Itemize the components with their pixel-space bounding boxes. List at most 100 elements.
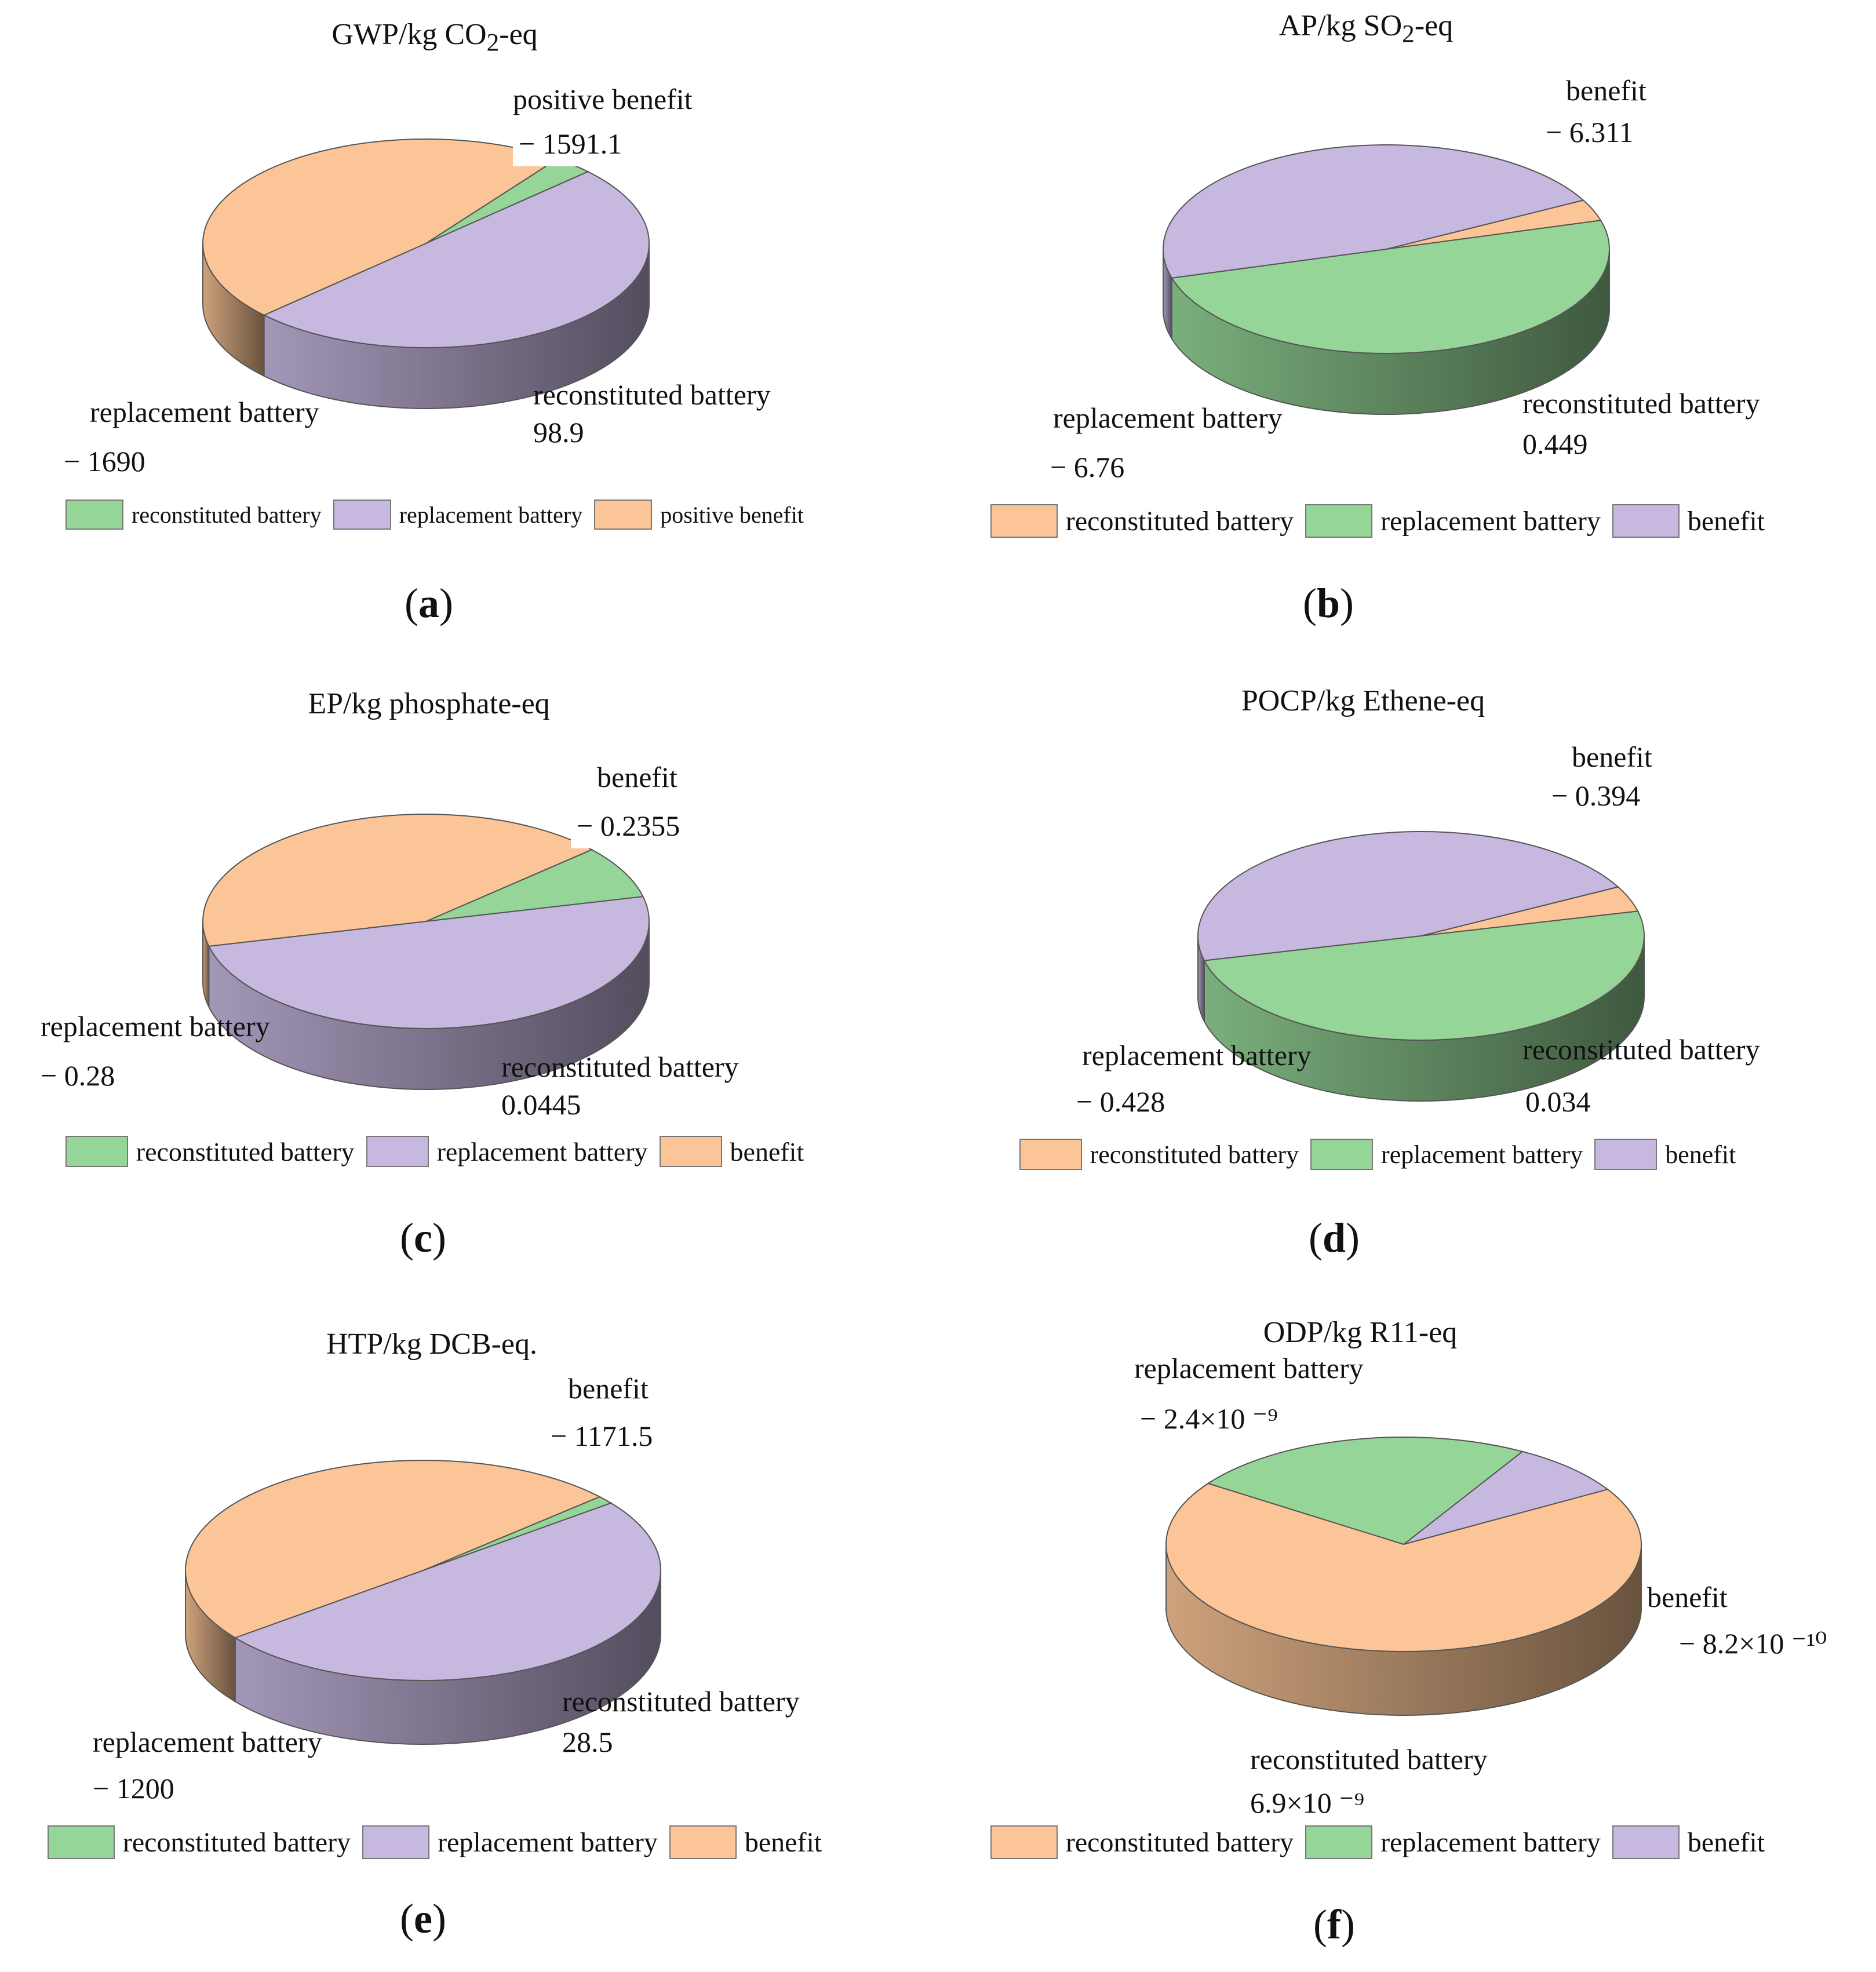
legend-item: reconstituted battery: [65, 500, 322, 530]
slice-value-replacement: − 6.76: [1050, 451, 1125, 483]
slice-label-reconstituted: reconstituted battery: [1522, 387, 1760, 420]
slice-value-replacement: − 0.428: [1076, 1085, 1165, 1118]
legend-item: replacement battery: [362, 1825, 658, 1859]
legend-swatch: [1019, 1139, 1082, 1170]
legend-label: benefit: [730, 1136, 804, 1167]
legend-item: benefit: [1594, 1139, 1736, 1170]
pie-slice: [202, 814, 593, 947]
legend-label: replacement battery: [1380, 505, 1601, 537]
pie-chart-e: [184, 1460, 661, 1745]
pie-chart-b: [1163, 144, 1610, 415]
legend-item: replacement battery: [366, 1136, 648, 1167]
slice-value-reconstituted: 28.5: [562, 1726, 613, 1758]
legend-item: replacement battery: [1305, 504, 1601, 538]
panel-letter: (c): [400, 1215, 446, 1261]
legend-item: benefit: [1612, 504, 1765, 538]
legend-swatch: [594, 500, 653, 530]
slice-value-replacement: − 0.28: [41, 1059, 115, 1092]
legend-swatch: [990, 1825, 1058, 1859]
slice-value-replacement: − 1200: [93, 1772, 174, 1805]
legend-swatch: [1310, 1139, 1374, 1170]
slice-value-replacement: − 2.4×10 ⁻⁹: [1134, 1402, 1284, 1441]
legend-label: replacement battery: [438, 1827, 658, 1858]
pie-slice: [1171, 220, 1610, 354]
slice-value-reconstituted: 0.0445: [501, 1088, 581, 1121]
legend-swatch: [990, 504, 1058, 538]
legend-label: benefit: [1687, 1827, 1765, 1858]
slice-value-benefit: − 0.394: [1546, 779, 1646, 818]
legend-swatch: [65, 500, 124, 530]
legend-item: reconstituted battery: [990, 1825, 1294, 1859]
slice-value-replacement: − 1690: [64, 445, 145, 477]
chart-panel-e: HTP/kg DCB-eq. benefit − 1171.5 replacem…: [0, 1315, 933, 1970]
legend-item: reconstituted battery: [990, 504, 1294, 538]
legend-swatch: [47, 1825, 115, 1859]
legend-label: reconstituted battery: [1090, 1140, 1299, 1169]
legend-swatch: [362, 1825, 430, 1859]
legend-item: benefit: [1612, 1825, 1765, 1859]
chart-title: ODP/kg R11-eq: [1263, 1316, 1458, 1349]
legend-label: reconstituted battery: [132, 501, 322, 528]
legend-swatch: [1612, 504, 1680, 538]
legend-swatch: [1612, 1825, 1680, 1859]
slice-label-replacement: replacement battery: [1053, 402, 1283, 434]
slice-label-reconstituted: reconstituted battery: [1522, 1033, 1760, 1066]
legend-label: reconstituted battery: [1065, 1827, 1294, 1858]
pie-slice: [234, 1502, 661, 1681]
legend-item: replacement battery: [333, 500, 582, 530]
legend-item: benefit: [659, 1136, 804, 1167]
slice-label-replacement: replacement battery: [90, 396, 319, 428]
panel-letter: (e): [400, 1896, 446, 1942]
legend: reconstituted battery replacement batter…: [943, 504, 1812, 538]
slice-value-benefit: − 8.2×10 ⁻¹⁰: [1679, 1627, 1827, 1660]
legend-item: positive benefit: [594, 500, 804, 530]
pie-slice: [1203, 910, 1645, 1041]
legend: reconstituted battery replacement batter…: [0, 1136, 869, 1167]
slice-label-benefit: benefit: [597, 761, 677, 793]
pie-slice: [1197, 831, 1620, 961]
pie-slice: [1207, 1436, 1524, 1545]
panel-letter: (a): [405, 580, 453, 626]
slice-label-benefit: benefit: [568, 1372, 649, 1405]
legend-item: benefit: [669, 1825, 822, 1859]
pie-slice: [1165, 1482, 1642, 1652]
pie-slice: [1403, 1450, 1609, 1545]
legend-label: benefit: [744, 1827, 822, 1858]
legend-swatch: [659, 1136, 722, 1167]
pie-chart-d: [1197, 831, 1645, 1102]
legend-swatch: [669, 1825, 737, 1859]
chart-title: POCP/kg Ethene-eq: [1241, 684, 1485, 717]
legend-item: replacement battery: [1305, 1825, 1601, 1859]
legend: reconstituted battery replacement batter…: [0, 1825, 869, 1859]
legend-label: benefit: [1665, 1140, 1736, 1169]
slice-label-reconstituted: reconstituted battery: [562, 1685, 800, 1718]
chart-title: GWP/kg CO2-eq: [332, 18, 538, 57]
chart-panel-c: EP/kg phosphate-eq benefit − 0.2355 repl…: [0, 658, 933, 1313]
pie-slice: [425, 849, 644, 922]
chart-title: HTP/kg DCB-eq.: [326, 1328, 537, 1361]
legend: reconstituted battery replacement batter…: [943, 1139, 1812, 1170]
panel-letter: (f): [1313, 1901, 1355, 1948]
legend-swatch: [1594, 1139, 1658, 1170]
pie-slice: [202, 138, 559, 316]
slice-value-reconstituted: 98.9: [533, 416, 584, 449]
legend-item: reconstituted battery: [47, 1825, 351, 1859]
slice-label-replacement: replacement battery: [1082, 1039, 1312, 1071]
legend-label: reconstituted battery: [136, 1136, 355, 1167]
pie-chart-c: [202, 814, 650, 1090]
legend-swatch: [1305, 504, 1373, 538]
slice-label-replacement: replacement battery: [1134, 1352, 1364, 1384]
panel-letter: (d): [1308, 1215, 1360, 1261]
slice-value-benefit: − 1171.5: [545, 1420, 659, 1459]
slice-label-reconstituted: reconstituted battery: [1250, 1743, 1488, 1776]
slice-value-benefit: − 6.311: [1540, 116, 1640, 155]
slice-label-benefit: benefit: [1566, 74, 1646, 107]
legend: reconstituted battery replacement batter…: [0, 500, 869, 530]
slice-label-benefit: benefit: [1647, 1581, 1728, 1613]
pie-chart-f: [1165, 1436, 1642, 1716]
legend-item: replacement battery: [1310, 1139, 1583, 1170]
slice-value-benefit: − 1591.1: [513, 127, 628, 166]
legend-label: positive benefit: [660, 501, 804, 528]
panel-letter: (b): [1302, 580, 1354, 626]
pie-chart-a: [202, 138, 650, 409]
